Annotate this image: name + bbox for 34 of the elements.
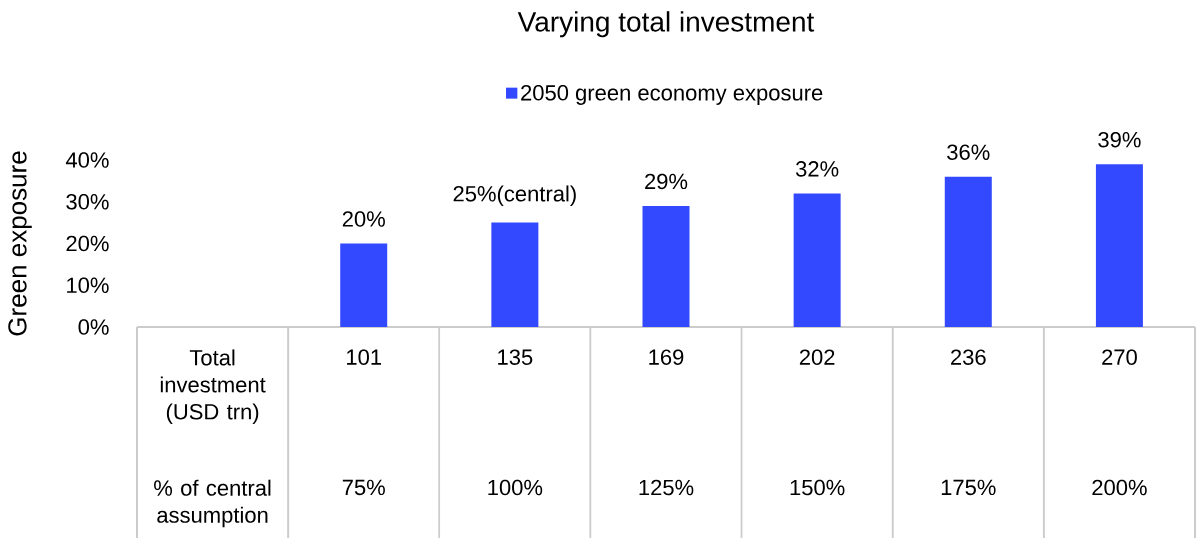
bar: [491, 222, 539, 327]
text: 100%: [488, 479, 543, 496]
bar: [944, 176, 992, 327]
x-tick-label: Total investment (USD trn): [160, 349, 266, 424]
y-tick-label: 10%: [67, 277, 109, 294]
bar: [793, 193, 841, 327]
x-tick-label: 202: [799, 349, 835, 365]
legend-label: 2050 green economy exposure: [521, 85, 823, 105]
x-tick-label: 169: [649, 349, 684, 365]
y-tick-label: 30%: [66, 193, 109, 210]
data-label: 32%: [795, 161, 839, 177]
y-axis-title: Green exposure: [8, 151, 32, 336]
data-label: 36%: [947, 144, 990, 160]
y-tick-label: 0%: [78, 319, 109, 335]
bar: [642, 205, 690, 327]
chart-title: Varying total investment: [517, 11, 815, 38]
x-tick-label: 135: [498, 349, 533, 365]
data-label: 39%: [1098, 131, 1141, 148]
text: 175%: [941, 479, 996, 496]
y-tick-label: 20%: [66, 235, 109, 252]
bar: [340, 243, 388, 327]
x-tick-label: 270: [1102, 349, 1137, 365]
data-label: 25%(central): [453, 185, 576, 206]
text: 200%: [1092, 479, 1147, 496]
x-tick-label: 101: [347, 349, 381, 365]
x-tick-label: 236: [951, 349, 986, 365]
data-label: 29%: [645, 173, 688, 190]
text: 125%: [639, 479, 694, 496]
text: 75%: [342, 479, 385, 496]
text: 150%: [790, 479, 845, 496]
data-label: 20%: [342, 211, 385, 227]
bar: [1095, 164, 1143, 327]
y-tick-label: 40%: [65, 152, 109, 168]
text: % of central assumption: [154, 479, 271, 528]
